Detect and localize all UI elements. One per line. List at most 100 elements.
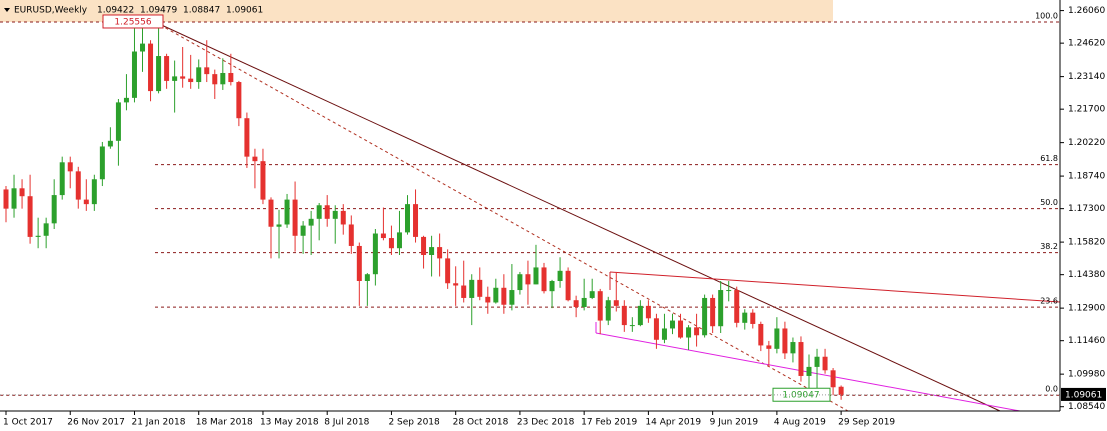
candle-body [830, 370, 836, 388]
candle-body [284, 199, 290, 225]
candle-body [140, 43, 146, 52]
candle-body [380, 233, 386, 239]
candle-body [782, 328, 788, 354]
candle-body [822, 356, 828, 371]
current-price-box [1061, 387, 1106, 401]
candle-body [501, 287, 507, 305]
candle-body [573, 300, 579, 307]
channel-line-upper [609, 271, 1061, 303]
x-tick-label: 9 Jun 2019 [710, 418, 759, 428]
y-tick-label: 1.18740 [1068, 172, 1105, 182]
candle-body [83, 199, 89, 205]
candle-body [798, 342, 804, 376]
fib-level-label: 100.0 [1035, 11, 1058, 20]
candle-body [324, 205, 330, 219]
candle-body [661, 328, 667, 340]
fib-level-label: 23.6 [1040, 297, 1058, 306]
candle-body [710, 297, 716, 327]
fib-level-label: 50.0 [1040, 198, 1058, 207]
candle-body [742, 312, 748, 323]
menu-arrow[interactable] [4, 8, 10, 12]
x-tick-label: 17 Feb 2019 [581, 418, 637, 428]
candle-body [220, 72, 226, 85]
header-low: 1.08847 [183, 6, 220, 16]
x-tick-label: 29 Sep 2019 [838, 418, 895, 428]
candle-body [123, 97, 129, 103]
candle-body [388, 238, 394, 249]
candle-body [445, 258, 451, 284]
header-close: 1.09061 [226, 6, 263, 16]
candle-body [131, 51, 137, 98]
candle-body [148, 43, 154, 92]
candle-body [3, 189, 9, 209]
x-tick-label: 26 Nov 2017 [67, 418, 125, 428]
fib-high-box [102, 14, 164, 29]
x-tick-label: 18 Mar 2018 [196, 418, 253, 428]
candle-body [107, 140, 113, 147]
candle-body [340, 210, 346, 225]
x-tick-label: 8 Jul 2018 [324, 418, 369, 428]
candle-body [396, 232, 402, 249]
x-tick-label: 21 Jan 2018 [131, 418, 185, 428]
candle-body [11, 188, 17, 209]
header-high: 1.09479 [140, 6, 177, 16]
candle-body [236, 82, 242, 119]
candle-body [35, 235, 41, 237]
candle-body [27, 196, 33, 237]
x-tick-label: 4 Aug 2019 [774, 418, 826, 428]
candle-body [621, 305, 627, 326]
candle-body [718, 290, 724, 327]
header-open: 1.09422 [97, 6, 134, 16]
y-tick-label: 1.15820 [1068, 238, 1105, 248]
fib-low-label: 1.09047 [782, 391, 819, 401]
candle-body [565, 270, 571, 301]
candle-body [372, 233, 378, 275]
candle-body [75, 171, 81, 200]
candle-body [172, 76, 178, 81]
candle-body [726, 290, 732, 292]
candle-body [653, 318, 659, 340]
candle-body [212, 74, 218, 85]
fib-level-label: 0.0 [1045, 385, 1058, 394]
candle-body [43, 223, 49, 236]
symbol-title: EURUSD,Weekly [14, 6, 88, 16]
candle-body [525, 274, 531, 285]
candle-body [469, 279, 475, 298]
candle-body [669, 320, 675, 329]
candle-body [421, 236, 427, 255]
x-tick-label: 28 Oct 2018 [453, 418, 509, 428]
candle-body [678, 320, 684, 338]
candle-body [541, 267, 547, 292]
candle-body [814, 356, 820, 367]
candle-body [19, 188, 25, 197]
candle-body [557, 270, 563, 281]
candle-body [99, 146, 105, 180]
y-tick-label: 1.09980 [1068, 370, 1105, 380]
fib-level-label: 61.8 [1040, 154, 1058, 163]
y-tick-label: 1.17300 [1068, 204, 1105, 214]
candle-body [838, 386, 844, 395]
trend-line [154, 21, 1001, 412]
y-tick-label: 1.26060 [1068, 6, 1105, 16]
candle-body [364, 274, 370, 281]
candle-body [734, 290, 740, 323]
candle-body [244, 118, 250, 157]
candle-body [405, 204, 410, 233]
candle-body [686, 327, 692, 338]
candle-body [204, 67, 210, 75]
candle-body [308, 218, 314, 226]
candle-body [348, 224, 354, 246]
plot: 100.0 61.8 50.0 38.2 23.6 0.0 1.25556 1.09047 [0, 11, 1060, 402]
candle-body [413, 204, 419, 237]
candle-body [276, 224, 282, 227]
candle-body [461, 285, 467, 298]
y-tick-label: 1.21700 [1068, 105, 1105, 115]
fib-high-label: 1.25556 [114, 17, 151, 27]
candle-body [477, 279, 483, 297]
candle-body [629, 325, 635, 327]
x-tick-label: 2 Sep 2018 [388, 418, 440, 428]
candle-body [533, 267, 539, 285]
y-tick-label: 1.20220 [1068, 138, 1105, 148]
